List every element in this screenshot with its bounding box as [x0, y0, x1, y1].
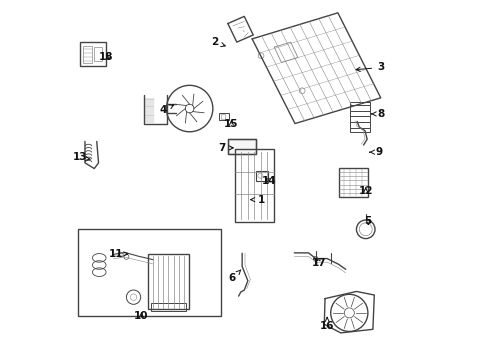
Bar [256, 171, 268, 181]
Text: 4: 4 [159, 105, 173, 115]
Bar [83, 46, 92, 63]
Text: 3: 3 [356, 63, 384, 72]
Text: 9: 9 [370, 147, 383, 157]
Bar [220, 113, 229, 120]
Bar [80, 42, 106, 66]
Text: 7: 7 [218, 143, 233, 153]
Text: 17: 17 [312, 258, 327, 268]
Text: 18: 18 [99, 53, 114, 63]
Bar [78, 229, 221, 316]
Circle shape [124, 254, 129, 259]
Bar [339, 168, 368, 197]
Text: 12: 12 [359, 186, 373, 197]
Text: 8: 8 [371, 109, 384, 119]
Bar [350, 103, 370, 132]
Text: 14: 14 [262, 176, 276, 186]
Bar [94, 48, 102, 61]
Bar [228, 139, 256, 154]
Text: 1: 1 [251, 195, 265, 204]
Text: 10: 10 [134, 311, 148, 321]
Circle shape [314, 256, 318, 261]
Bar [235, 149, 273, 222]
Text: 13: 13 [73, 153, 90, 162]
Text: 11: 11 [109, 249, 128, 259]
Bar [220, 114, 225, 119]
Text: 5: 5 [365, 216, 372, 226]
Text: 6: 6 [229, 270, 241, 283]
Circle shape [118, 252, 123, 257]
Text: 15: 15 [224, 118, 239, 129]
Bar [228, 139, 256, 154]
Text: 2: 2 [211, 37, 225, 48]
Bar [148, 254, 189, 309]
Bar [151, 303, 186, 311]
Text: 16: 16 [320, 318, 334, 331]
